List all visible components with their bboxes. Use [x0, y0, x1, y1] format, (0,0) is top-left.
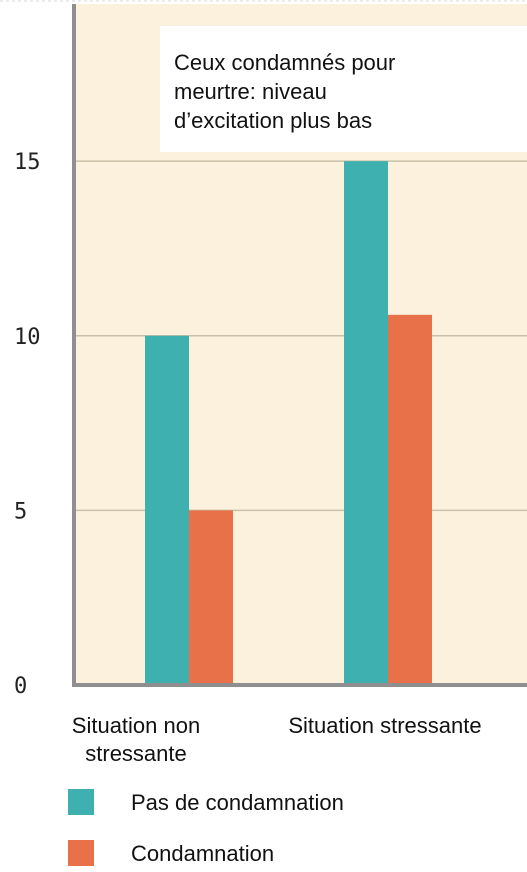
y-tick-label: 5: [14, 499, 27, 524]
y-tick-label: 15: [14, 150, 41, 175]
x-category-label: Situation stressante: [288, 713, 481, 738]
y-tick-labels: 0 5 10 15: [14, 150, 41, 699]
legend-label: Pas de condamnation: [131, 790, 344, 815]
bar-pas-de-condamnation-2: [344, 161, 388, 686]
bar-pas-de-condamnation-1: [145, 335, 189, 685]
legend-swatch: [68, 789, 94, 815]
annotation-text: Ceux condamnés pour meurtre: niveau d’exci…: [174, 50, 395, 133]
y-tick-label: 10: [14, 325, 41, 350]
bars: [145, 161, 432, 686]
category-labels: Situation non stressante Situation stressa…: [72, 713, 482, 766]
y-tick-label: 0: [14, 674, 27, 699]
annotation-box: [160, 26, 527, 152]
x-category-label: Situation non stressante: [72, 713, 200, 766]
legend-label: Condamnation: [131, 841, 274, 866]
legend-swatch: [68, 840, 94, 866]
bar-condamnation-1: [189, 510, 233, 685]
legend: Pas de condamnation Condamnation: [68, 789, 344, 866]
bar-condamnation-2: [388, 314, 432, 685]
